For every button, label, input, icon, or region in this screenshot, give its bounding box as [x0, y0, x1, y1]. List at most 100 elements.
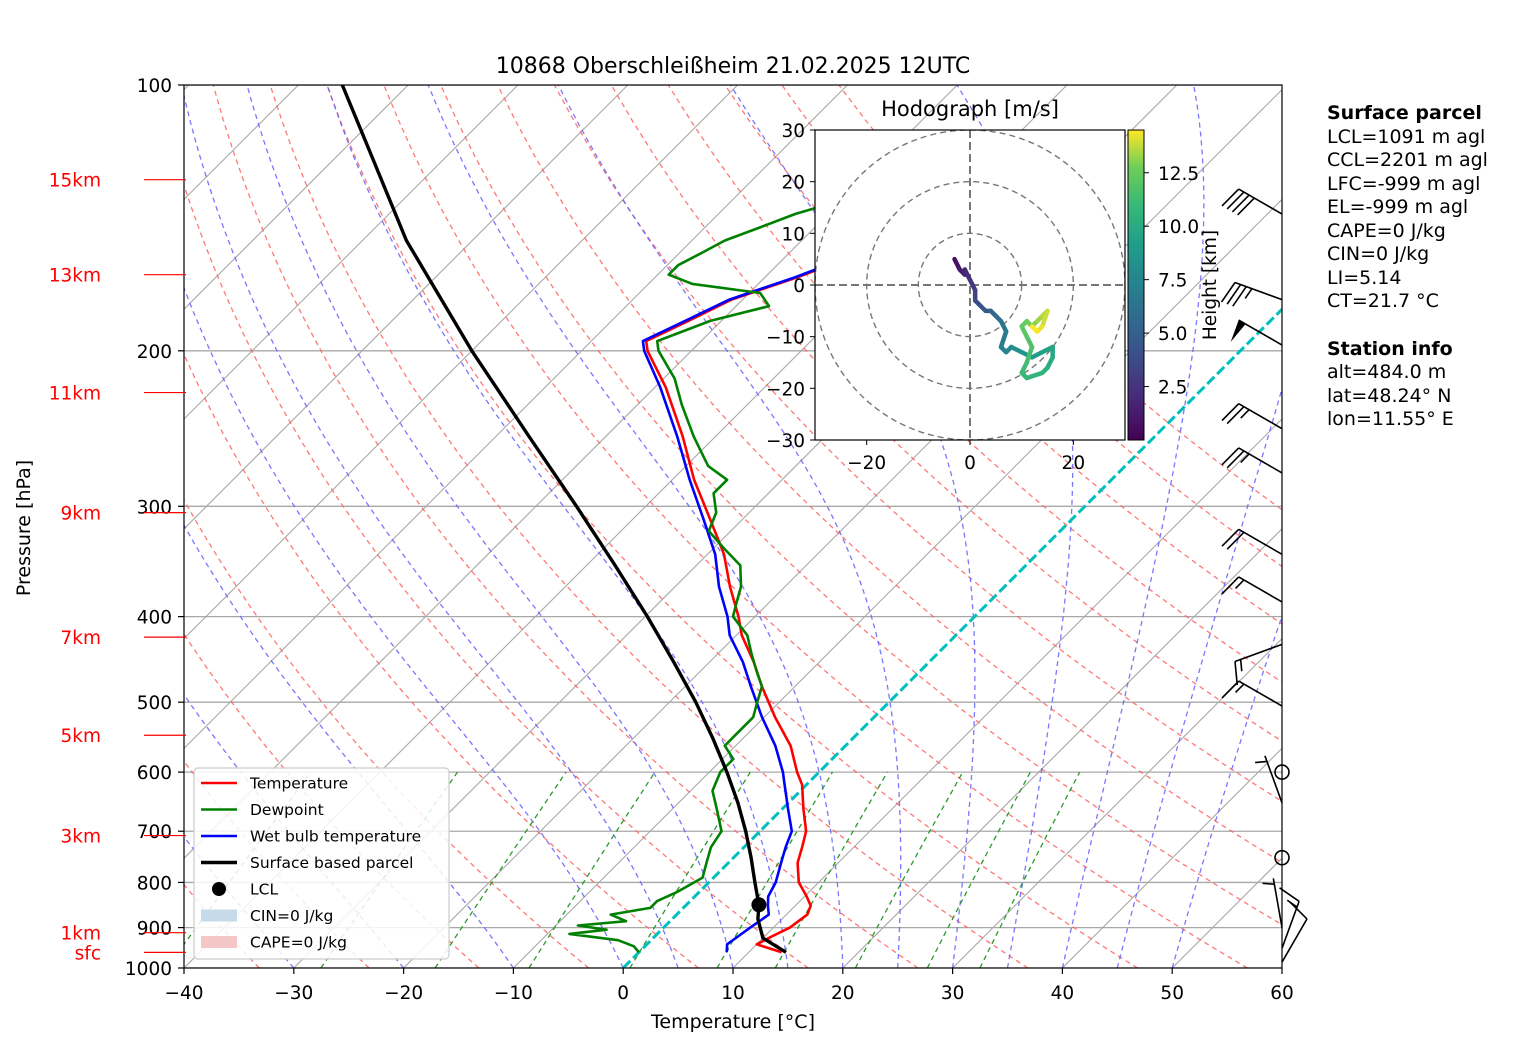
wind-barb	[1221, 188, 1283, 216]
hodograph-y-tick-label: 0	[793, 276, 805, 297]
barb-staff	[1264, 755, 1283, 804]
wetbulb-line	[641, 178, 1059, 953]
hodograph-y-tick-label: −30	[766, 431, 805, 452]
barb-full	[1221, 528, 1240, 547]
x-tick-label: 10	[721, 983, 745, 1004]
wind-barb	[1274, 849, 1290, 866]
dry-adiabat-line	[610, 85, 1282, 743]
y-tick-label: 200	[137, 342, 172, 363]
barb-staff	[1238, 188, 1283, 215]
barb-staff	[1238, 680, 1283, 707]
mixing-ratio-line	[979, 771, 1081, 968]
dry-adiabat-line	[553, 85, 1282, 803]
hodograph: Hodograph [m/s] −20 0 20 30 20 10 0 −10 −20 −30 12.…	[766, 97, 1221, 474]
barb-full	[1279, 887, 1300, 903]
sounding-profiles	[340, 85, 1282, 968]
y-tick-label: 300	[137, 497, 172, 518]
barb-staff	[1238, 447, 1283, 474]
height-tick-label: 3km	[60, 827, 101, 848]
ct-value: CT=21.7 °C	[1327, 290, 1439, 312]
hodograph-segment	[1029, 324, 1040, 334]
wind-barb	[1234, 643, 1283, 686]
barb-half	[1262, 882, 1275, 886]
colorbar-label: Height [km]	[1200, 230, 1221, 340]
height-tick-label: 7km	[60, 628, 101, 649]
hodograph-x-tick-label: −20	[847, 453, 886, 474]
hodograph-x-tick-label: 20	[1062, 453, 1086, 474]
y-axis-label: Pressure [hPa]	[13, 460, 35, 596]
x-tick-label: 30	[941, 983, 965, 1004]
moist-adiabat-line	[1116, 386, 1282, 968]
x-axis-label: Temperature [°C]	[650, 1011, 815, 1033]
legend-swatch-box	[201, 909, 237, 922]
li-value: LI=5.14	[1327, 266, 1402, 289]
moist-adiabat-line	[1061, 85, 1205, 968]
barb-flag	[1230, 320, 1246, 342]
colorbar-tick-label: 12.5	[1158, 164, 1199, 185]
barb-full	[1226, 531, 1245, 550]
dry-adiabat-line	[184, 183, 809, 968]
barb-full	[1221, 188, 1240, 207]
colorbar-tick-label: 10.0	[1158, 217, 1199, 238]
dry-adiabat-line	[838, 85, 1282, 511]
legend-entry: LCL	[212, 881, 278, 899]
wind-barb	[1220, 281, 1283, 307]
wind-barb	[1255, 755, 1283, 804]
hodograph-segment	[1024, 344, 1035, 365]
y-tick-label: 1000	[125, 959, 172, 980]
moist-adiabat-line	[956, 85, 1074, 968]
dry-adiabat-line	[212, 85, 919, 968]
barb-staff	[1281, 918, 1308, 963]
colorbar-tick-label: 5.0	[1158, 324, 1187, 345]
mixing-ratio-line	[629, 771, 751, 968]
isotherm-line	[513, 198, 1282, 968]
hodograph-background	[815, 130, 1125, 440]
zero-isotherm-line	[622, 307, 1282, 968]
moist-adiabat-line	[326, 85, 789, 968]
barb-half	[1240, 453, 1250, 463]
isotherm-line	[842, 528, 1282, 968]
legend-entry: CAPE=0 J/kg	[201, 934, 347, 952]
barb-half	[1234, 579, 1245, 589]
height-tick-label: 11km	[49, 384, 101, 405]
cape-value: CAPE=0 J/kg	[1327, 219, 1446, 242]
legend-entry: CIN=0 J/kg	[201, 907, 333, 925]
legend-swatch-dot	[212, 882, 226, 896]
barb-staff	[1238, 528, 1283, 555]
chart-title: 10868 Oberschleißheim 21.02.2025 12UTC	[496, 54, 971, 79]
barb-staff	[1234, 643, 1283, 663]
dewpoint-line	[568, 178, 886, 954]
moist-adiabat-line	[246, 85, 734, 968]
height-tick-label: 9km	[60, 504, 101, 525]
x-tick-label: −20	[384, 983, 423, 1004]
el-value: EL=-999 m agl	[1327, 196, 1469, 218]
barb-full	[1231, 194, 1250, 213]
wind-barb	[1221, 528, 1283, 555]
station-longitude: lon=11.55° E	[1327, 408, 1454, 430]
lcl-marker	[751, 897, 767, 913]
dry-adiabat-line	[497, 85, 1282, 864]
barb-staff	[1238, 402, 1283, 430]
y-tick-label: 100	[137, 76, 172, 97]
hodograph-segment	[1040, 308, 1050, 329]
hodograph-y-tick-label: 30	[781, 121, 805, 142]
hodograph-segment	[998, 329, 1009, 350]
legend-label: Temperature	[249, 775, 348, 793]
isotherm-line	[184, 85, 519, 420]
barb-full	[1226, 406, 1245, 425]
barb-full	[1221, 576, 1240, 595]
dry-adiabat-line	[383, 85, 1248, 968]
legend-label: Wet bulb temperature	[250, 828, 421, 846]
hodograph-y-tick-label: 10	[781, 224, 805, 245]
barb-half	[1240, 409, 1250, 419]
barb-full	[1237, 197, 1255, 216]
x-tick-label: 50	[1160, 983, 1184, 1004]
hodograph-y-tick-label: −20	[766, 379, 805, 400]
barb-staff	[1272, 878, 1283, 928]
calm-circle	[1274, 764, 1290, 780]
x-tick-label: 0	[617, 983, 629, 1004]
axes: −40 −30 −20 −10 0 10 20 30 40 50 60100200300400500…	[49, 76, 1294, 1004]
barb-full	[1226, 284, 1242, 305]
mixing-ratio-line	[854, 771, 964, 968]
barb-staff	[1234, 281, 1283, 301]
